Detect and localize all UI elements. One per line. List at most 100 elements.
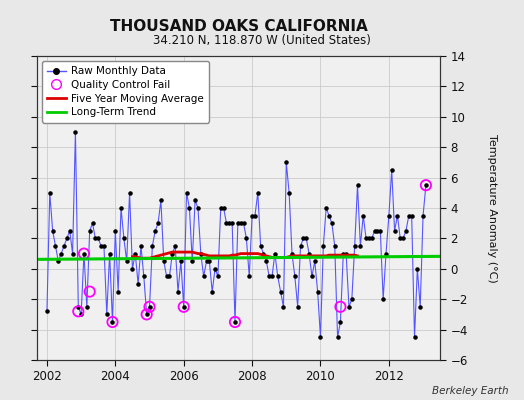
Point — [148, 243, 157, 249]
Point — [94, 235, 102, 242]
Point — [225, 220, 234, 226]
Point — [214, 273, 222, 280]
Point — [279, 304, 288, 310]
Point — [316, 334, 325, 340]
Point — [242, 235, 250, 242]
Point — [336, 304, 345, 310]
Point — [63, 235, 71, 242]
Point — [268, 273, 276, 280]
Point — [143, 311, 151, 318]
Point — [143, 311, 151, 318]
Point — [271, 250, 279, 257]
Point — [248, 212, 256, 219]
Point — [202, 258, 211, 264]
Point — [419, 212, 427, 219]
Point — [405, 212, 413, 219]
Point — [305, 250, 313, 257]
Point — [85, 288, 94, 295]
Point — [108, 319, 117, 325]
Point — [413, 266, 421, 272]
Point — [396, 235, 405, 242]
Point — [85, 228, 94, 234]
Point — [231, 319, 239, 325]
Point — [131, 250, 139, 257]
Point — [125, 190, 134, 196]
Point — [385, 212, 393, 219]
Point — [367, 235, 376, 242]
Point — [200, 273, 208, 280]
Point — [282, 159, 290, 166]
Point — [262, 258, 270, 264]
Point — [111, 228, 119, 234]
Point — [222, 220, 231, 226]
Point — [83, 304, 91, 310]
Point — [239, 220, 248, 226]
Point — [194, 205, 202, 211]
Point — [370, 228, 379, 234]
Point — [208, 288, 216, 295]
Point — [342, 250, 351, 257]
Point — [265, 273, 274, 280]
Point — [245, 273, 254, 280]
Point — [422, 182, 430, 188]
Point — [151, 228, 159, 234]
Point — [388, 167, 396, 173]
Point — [108, 319, 117, 325]
Point — [228, 220, 236, 226]
Point — [408, 212, 416, 219]
Point — [331, 243, 339, 249]
Point — [69, 250, 77, 257]
Point — [256, 243, 265, 249]
Point — [114, 288, 123, 295]
Point — [376, 228, 385, 234]
Point — [145, 304, 154, 310]
Point — [51, 243, 60, 249]
Point — [393, 212, 401, 219]
Point — [231, 319, 239, 325]
Point — [128, 266, 137, 272]
Point — [46, 190, 54, 196]
Text: Berkeley Earth: Berkeley Earth — [432, 386, 508, 396]
Point — [180, 304, 188, 310]
Point — [80, 250, 88, 257]
Point — [162, 273, 171, 280]
Point — [165, 273, 173, 280]
Point — [91, 235, 100, 242]
Point — [251, 212, 259, 219]
Point — [100, 243, 108, 249]
Point — [89, 220, 97, 226]
Point — [74, 304, 82, 310]
Point — [177, 258, 185, 264]
Point — [416, 304, 424, 310]
Point — [345, 304, 353, 310]
Point — [288, 250, 296, 257]
Point — [336, 319, 345, 325]
Point — [274, 273, 282, 280]
Point — [154, 220, 162, 226]
Point — [362, 235, 370, 242]
Point — [123, 258, 131, 264]
Point — [399, 235, 407, 242]
Point — [339, 250, 347, 257]
Point — [351, 243, 359, 249]
Point — [410, 334, 419, 340]
Point — [180, 304, 188, 310]
Point — [293, 304, 302, 310]
Point — [220, 205, 228, 211]
Point — [174, 288, 182, 295]
Point — [322, 205, 331, 211]
Point — [145, 304, 154, 310]
Point — [211, 266, 219, 272]
Point — [160, 258, 168, 264]
Point — [191, 197, 199, 204]
Point — [328, 220, 336, 226]
Point — [402, 228, 410, 234]
Point — [71, 129, 80, 135]
Point — [117, 205, 125, 211]
Point — [196, 250, 205, 257]
Point — [382, 250, 390, 257]
Point — [97, 243, 105, 249]
Point — [134, 281, 143, 287]
Point — [276, 288, 285, 295]
Legend: Raw Monthly Data, Quality Control Fail, Five Year Moving Average, Long-Term Tren: Raw Monthly Data, Quality Control Fail, … — [42, 61, 209, 122]
